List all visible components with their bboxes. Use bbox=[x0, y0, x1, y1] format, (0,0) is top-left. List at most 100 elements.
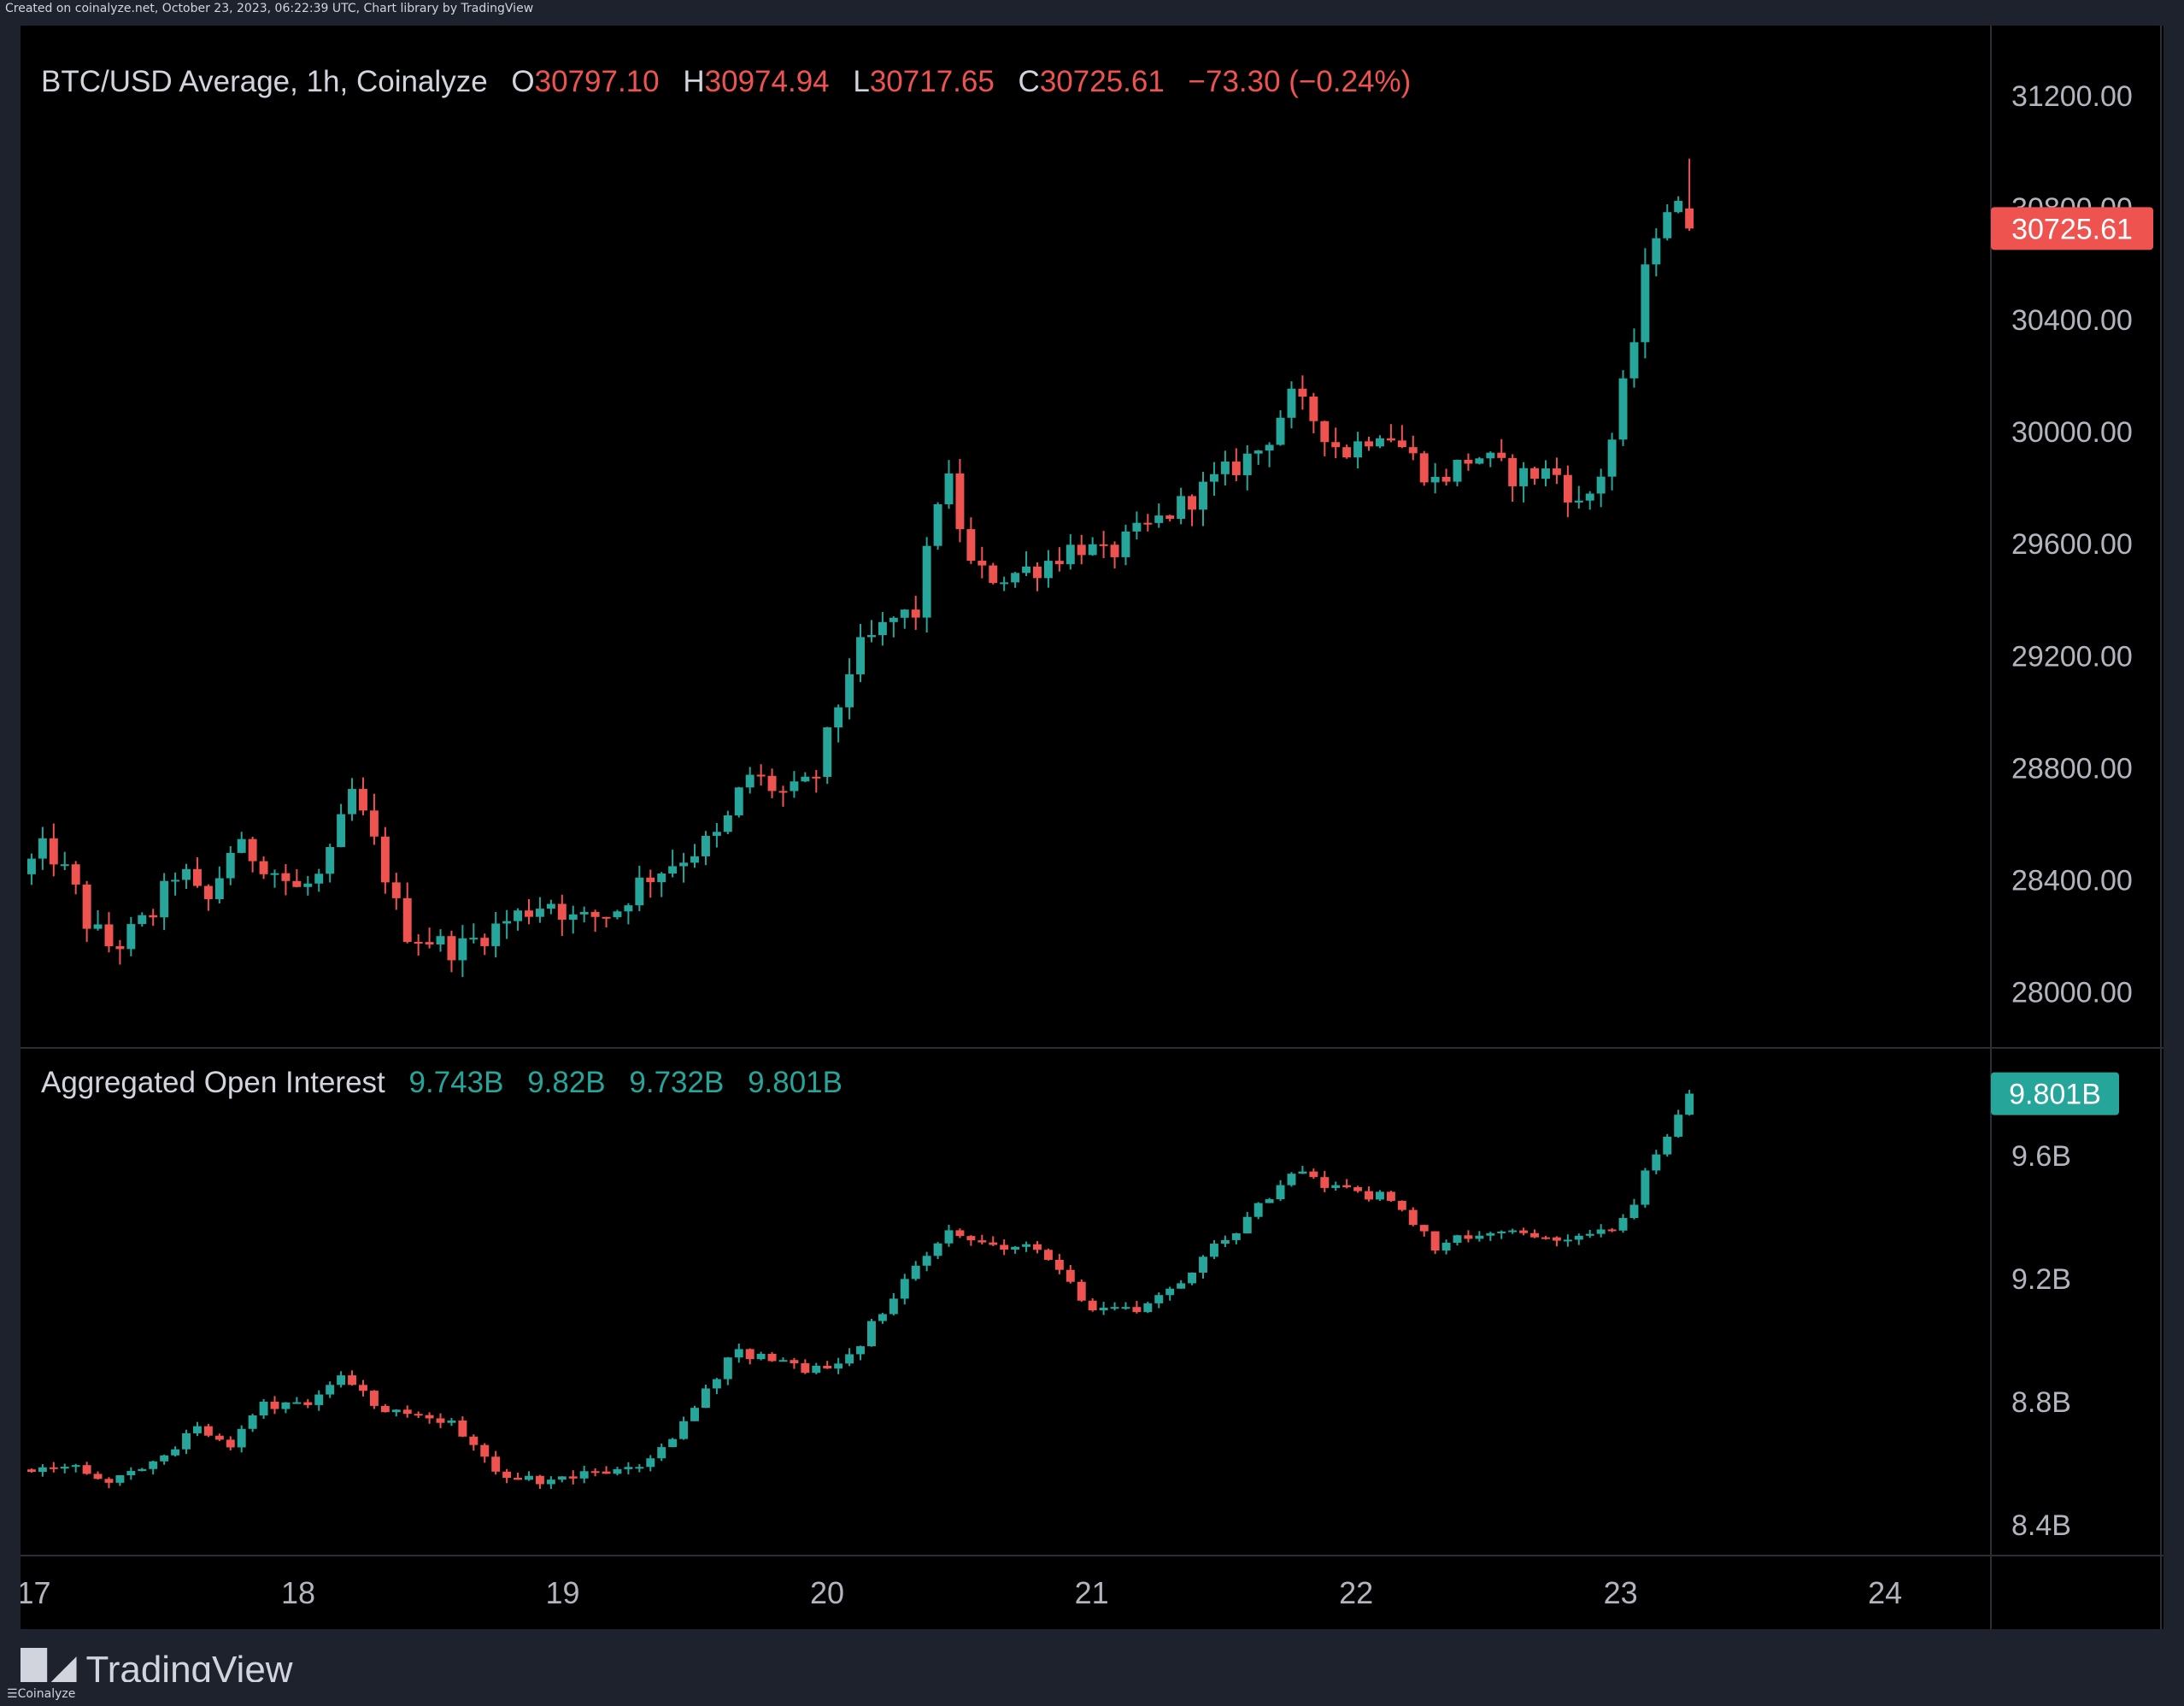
price-candle-body[interactable] bbox=[1287, 388, 1296, 418]
oi-candle-body[interactable] bbox=[701, 1388, 710, 1409]
oi-candle-body[interactable] bbox=[978, 1240, 987, 1243]
time-axis[interactable]: 17 18 19 20 21 22 23 24 bbox=[16, 1575, 1902, 1610]
price-candle-body[interactable] bbox=[138, 915, 147, 925]
price-candle-body[interactable] bbox=[1220, 462, 1230, 474]
price-candle-body[interactable] bbox=[1342, 447, 1352, 458]
oi-candle-body[interactable] bbox=[93, 1474, 103, 1480]
oi-candle-body[interactable] bbox=[1265, 1199, 1274, 1203]
oi-candle-body[interactable] bbox=[1430, 1231, 1440, 1251]
price-candle-body[interactable] bbox=[1486, 452, 1495, 459]
oi-candle-body[interactable] bbox=[182, 1432, 191, 1450]
oi-candle-body[interactable] bbox=[933, 1243, 942, 1256]
oi-candle-body[interactable] bbox=[380, 1405, 390, 1413]
price-candle-body[interactable] bbox=[889, 617, 898, 622]
price-candle-body[interactable] bbox=[1441, 476, 1451, 482]
oi-candle-body[interactable] bbox=[1629, 1204, 1639, 1219]
oi-candle-body[interactable] bbox=[1132, 1307, 1142, 1313]
price-candle-body[interactable] bbox=[1618, 378, 1628, 440]
oi-candle-body[interactable] bbox=[82, 1465, 91, 1474]
oi-candle-body[interactable] bbox=[1253, 1203, 1263, 1217]
oi-candle-body[interactable] bbox=[348, 1375, 357, 1385]
oi-candle-body[interactable] bbox=[337, 1375, 346, 1385]
oi-candle-body[interactable] bbox=[1054, 1259, 1064, 1270]
price-candle-body[interactable] bbox=[1043, 561, 1053, 579]
oi-candle-body[interactable] bbox=[657, 1447, 666, 1459]
price-candle-body[interactable] bbox=[812, 776, 821, 779]
oi-candle-body[interactable] bbox=[734, 1349, 743, 1358]
price-candle-body[interactable] bbox=[436, 936, 445, 945]
price-candle-body[interactable] bbox=[635, 877, 644, 906]
price-candle-body[interactable] bbox=[834, 707, 843, 728]
price-candle-body[interactable] bbox=[458, 938, 467, 961]
price-candle-body[interactable] bbox=[978, 561, 987, 566]
price-candle-body[interactable] bbox=[1331, 442, 1341, 448]
price-candle-body[interactable] bbox=[1419, 453, 1429, 483]
price-candle-body[interactable] bbox=[1685, 208, 1694, 229]
oi-candle-body[interactable] bbox=[1309, 1171, 1318, 1178]
oi-candle-body[interactable] bbox=[1419, 1225, 1429, 1232]
oi-candle-body[interactable] bbox=[1066, 1269, 1075, 1282]
oi-candle-body[interactable] bbox=[1298, 1171, 1307, 1174]
oi-candle-body[interactable] bbox=[944, 1230, 954, 1244]
price-candle-body[interactable] bbox=[756, 774, 766, 777]
oi-candle-body[interactable] bbox=[1408, 1209, 1418, 1226]
price-candle-body[interactable] bbox=[425, 942, 434, 945]
oi-candle-body[interactable] bbox=[922, 1256, 931, 1266]
oi-candle-body[interactable] bbox=[1199, 1256, 1207, 1273]
oi-candle-body[interactable] bbox=[756, 1353, 766, 1360]
price-candle-body[interactable] bbox=[126, 924, 136, 950]
oi-candle-body[interactable] bbox=[248, 1415, 257, 1429]
price-candle-body[interactable] bbox=[60, 864, 69, 867]
price-candle-body[interactable] bbox=[1508, 457, 1518, 486]
oi-candle-body[interactable] bbox=[203, 1426, 213, 1436]
oi-candle-body[interactable] bbox=[745, 1349, 754, 1360]
price-candle-body[interactable] bbox=[712, 832, 721, 836]
price-candle-body[interactable] bbox=[1309, 397, 1318, 421]
oi-candle-body[interactable] bbox=[1453, 1235, 1462, 1244]
oi-candle-body[interactable] bbox=[60, 1467, 69, 1469]
oi-candle-body[interactable] bbox=[104, 1479, 114, 1483]
price-candle-body[interactable] bbox=[359, 789, 367, 811]
oi-candle-body[interactable] bbox=[646, 1458, 655, 1468]
oi-candle-body[interactable] bbox=[1287, 1174, 1296, 1185]
oi-candle-body[interactable] bbox=[1397, 1201, 1406, 1210]
price-candle-body[interactable] bbox=[790, 781, 799, 791]
oi-candle-body[interactable] bbox=[1530, 1232, 1540, 1238]
price-candle-body[interactable] bbox=[1110, 544, 1119, 557]
oi-candle-body[interactable] bbox=[1110, 1307, 1119, 1309]
price-candle-body[interactable] bbox=[1652, 238, 1661, 265]
price-candle-body[interactable] bbox=[535, 909, 544, 917]
price-candle-body[interactable] bbox=[203, 885, 213, 900]
oi-candle-body[interactable] bbox=[1088, 1300, 1097, 1311]
oi-candle-body[interactable] bbox=[303, 1402, 313, 1405]
oi-candle-body[interactable] bbox=[326, 1385, 335, 1395]
price-candle-body[interactable] bbox=[380, 836, 390, 883]
oi-candle-body[interactable] bbox=[1177, 1283, 1186, 1289]
price-candle-body[interactable] bbox=[646, 877, 655, 883]
price-candle-body[interactable] bbox=[668, 866, 678, 874]
price-candle-body[interactable] bbox=[1154, 515, 1164, 523]
price-candle-body[interactable] bbox=[579, 911, 589, 915]
oi-candle-body[interactable] bbox=[690, 1408, 699, 1421]
oi-candle-body[interactable] bbox=[214, 1435, 224, 1440]
oi-candle-body[interactable] bbox=[359, 1385, 367, 1391]
oi-candle-body[interactable] bbox=[966, 1236, 976, 1241]
oi-candle-body[interactable] bbox=[71, 1465, 80, 1468]
price-candle-body[interactable] bbox=[1276, 417, 1285, 445]
price-candle-body[interactable] bbox=[525, 910, 533, 917]
oi-candle-body[interactable] bbox=[1552, 1237, 1561, 1241]
oi-candle-body[interactable] bbox=[1000, 1244, 1009, 1250]
oi-candle-body[interactable] bbox=[1231, 1232, 1241, 1240]
oi-candle-body[interactable] bbox=[192, 1426, 202, 1433]
price-candle-body[interactable] bbox=[1375, 438, 1384, 447]
price-candle-body[interactable] bbox=[149, 915, 158, 918]
oi-candle-body[interactable] bbox=[1486, 1232, 1495, 1236]
price-candle-body[interactable] bbox=[613, 911, 622, 918]
price-candle-body[interactable] bbox=[1165, 515, 1175, 519]
oi-candle-body[interactable] bbox=[989, 1242, 998, 1245]
price-candle-body[interactable] bbox=[1641, 264, 1650, 343]
price-candle-body[interactable] bbox=[1430, 476, 1440, 483]
oi-candle-body[interactable] bbox=[1276, 1185, 1285, 1200]
price-candle-body[interactable] bbox=[491, 923, 501, 946]
price-candle-body[interactable] bbox=[226, 852, 235, 879]
